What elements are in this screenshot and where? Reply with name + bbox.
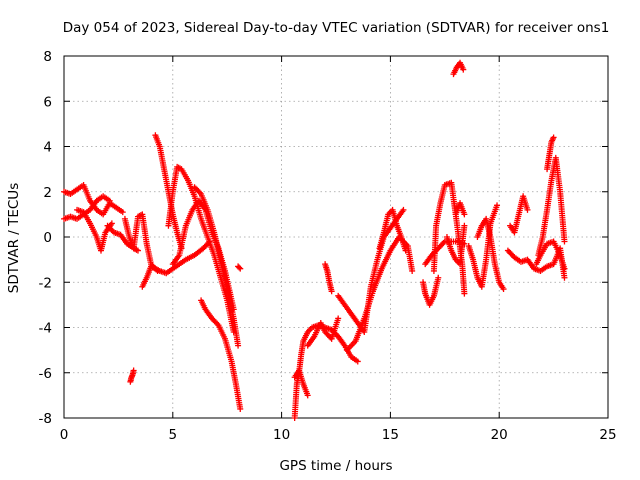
x-tick-label: 0 [60,427,69,443]
data-point [561,274,568,281]
x-tick-label: 15 [382,427,399,443]
y-axis-label: SDTVAR / TECUs [6,183,22,293]
data-point [328,288,335,295]
x-tick-label: 20 [491,427,508,443]
data-point [235,342,242,349]
data-point [400,206,407,213]
grid-lines [64,56,608,418]
data-point [119,209,126,216]
y-tick-label: 2 [43,185,52,201]
data-point [134,247,141,254]
y-tick-label: 6 [43,94,52,110]
data-point [237,405,244,412]
chart-title: Day 054 of 2023, Sidereal Day-to-day VTE… [63,20,610,36]
y-tick-label: 8 [43,49,52,65]
data-points [61,59,568,421]
x-tick-label: 5 [169,427,178,443]
data-point [335,315,342,322]
data-point [108,220,115,227]
data-point [461,211,468,218]
y-tick-label: -8 [39,411,52,427]
data-point [130,367,137,374]
y-tick-label: -4 [39,321,52,337]
y-tick-label: -6 [39,366,52,382]
y-tick-label: 4 [43,140,52,156]
data-point [461,222,468,229]
x-tick-label: 25 [599,427,616,443]
data-point [236,264,243,271]
data-point [461,290,468,297]
data-point [494,202,501,209]
data-point [354,358,361,365]
data-point [460,66,467,73]
data-point [402,247,409,254]
x-tick-label: 10 [273,427,290,443]
data-point [409,267,416,274]
data-point [435,274,442,281]
data-point [237,265,244,272]
data-point [561,265,568,272]
data-point [561,238,568,245]
data-point [106,197,113,204]
x-axis-label: GPS time / hours [279,458,392,474]
data-point [500,286,507,293]
data-point [550,134,557,141]
y-tick-label: -2 [39,275,52,291]
data-point [304,392,311,399]
data-point [524,206,531,213]
y-tick-label: 0 [43,230,52,246]
